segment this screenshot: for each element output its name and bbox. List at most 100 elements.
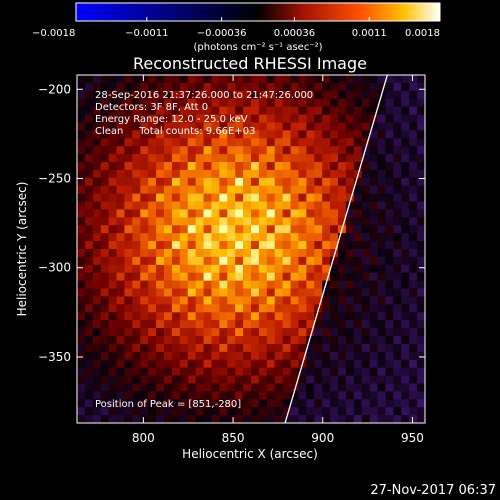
heatmap-cell xyxy=(409,106,418,115)
heatmap-cell xyxy=(92,312,102,321)
heatmap-cell xyxy=(77,201,86,210)
heatmap-cell xyxy=(274,249,283,258)
heatmap-cell xyxy=(148,312,157,321)
heatmap-cell xyxy=(361,169,370,179)
heatmap-cell xyxy=(179,185,189,194)
heatmap-cell xyxy=(132,415,141,423)
heatmap-cell xyxy=(369,146,378,155)
heatmap-cell xyxy=(314,106,323,115)
heatmap-cell xyxy=(219,201,228,210)
heatmap-cell xyxy=(369,304,378,313)
heatmap-cell xyxy=(330,249,339,258)
heatmap-cell xyxy=(306,249,315,258)
heatmap-cell xyxy=(338,82,347,92)
heatmap-cell xyxy=(116,98,125,107)
heatmap-cell xyxy=(148,407,157,416)
heatmap-cell xyxy=(306,177,315,187)
heatmap-cell xyxy=(187,415,196,423)
heatmap-cell xyxy=(203,288,212,297)
heatmap-cell xyxy=(140,343,149,353)
heatmap-cell xyxy=(274,225,283,234)
heatmap-cell xyxy=(195,82,204,92)
heatmap-cell xyxy=(132,217,141,226)
heatmap-cell xyxy=(385,146,394,155)
heatmap-cell xyxy=(330,233,339,242)
heatmap-cell xyxy=(187,312,196,321)
heatmap-cell xyxy=(322,241,331,250)
heatmap-cell xyxy=(100,312,109,321)
heatmap-cell xyxy=(417,272,425,281)
heatmap-cell xyxy=(187,296,196,305)
heatmap-cell xyxy=(401,193,410,202)
heatmap-cell xyxy=(156,367,165,376)
heatmap-cell xyxy=(274,415,283,423)
heatmap-cell xyxy=(148,177,157,187)
heatmap-cell xyxy=(148,169,157,179)
heatmap-cell xyxy=(195,272,204,281)
heatmap-cell xyxy=(322,320,331,329)
heatmap-cell xyxy=(409,114,418,123)
heatmap-cell xyxy=(251,185,260,194)
heatmap-cell xyxy=(219,162,228,171)
heatmap-cell xyxy=(140,130,149,139)
heatmap-cell xyxy=(338,122,347,131)
heatmap-cell xyxy=(361,225,370,234)
heatmap-cell xyxy=(77,138,86,147)
heatmap-cell xyxy=(369,209,378,218)
heatmap-cell xyxy=(377,304,386,313)
heatmap-cell xyxy=(227,336,236,345)
heatmap-cell xyxy=(100,169,109,179)
heatmap-cell xyxy=(298,98,307,107)
heatmap-cell xyxy=(108,177,117,187)
heatmap-cell xyxy=(377,106,386,115)
heatmap-cell xyxy=(393,343,402,353)
heatmap-cell xyxy=(330,391,339,400)
heatmap-cell xyxy=(251,296,260,305)
heatmap-cell xyxy=(211,162,220,171)
heatmap-cell xyxy=(92,272,102,281)
heatmap-cell xyxy=(290,415,299,423)
heatmap-cell xyxy=(124,391,133,400)
heatmap-cell xyxy=(100,399,109,408)
heatmap-cell xyxy=(227,391,236,400)
heatmap-cell xyxy=(132,106,141,115)
heatmap-cell xyxy=(243,233,252,242)
heatmap-cell xyxy=(369,122,378,131)
heatmap-cell xyxy=(203,383,212,392)
heatmap-cell xyxy=(195,233,204,242)
heatmap-cell xyxy=(235,359,244,368)
heatmap-cell xyxy=(322,185,331,194)
heatmap-cell xyxy=(274,272,283,281)
heatmap-cell xyxy=(353,288,363,297)
heatmap-cell xyxy=(369,320,378,329)
heatmap-cell xyxy=(235,162,244,171)
heatmap-cell xyxy=(227,106,236,115)
heatmap-cell xyxy=(92,391,102,400)
heatmap-cell xyxy=(251,209,260,218)
heatmap-cell xyxy=(219,351,228,361)
heatmap-cell xyxy=(116,146,125,155)
heatmap-cell xyxy=(369,217,378,226)
heatmap-cell xyxy=(409,138,418,147)
heatmap-cell xyxy=(148,391,157,400)
heatmap-cell xyxy=(124,407,133,416)
heatmap-cell xyxy=(401,82,410,92)
heatmap-cell xyxy=(219,185,228,194)
heatmap-cell xyxy=(187,98,196,107)
heatmap-cell xyxy=(132,193,141,202)
heatmap-cell xyxy=(116,201,125,210)
heatmap-cell xyxy=(77,312,86,321)
heatmap-cell xyxy=(179,328,189,337)
heatmap-cell xyxy=(377,233,386,242)
heatmap-cell xyxy=(148,249,157,258)
heatmap-cell xyxy=(219,114,228,123)
heatmap-cell xyxy=(235,367,244,376)
heatmap-cell xyxy=(227,343,236,353)
heatmap-cell xyxy=(187,209,196,218)
heatmap-cell xyxy=(282,336,291,345)
heatmap-cell xyxy=(156,272,165,281)
heatmap-cell xyxy=(77,383,86,392)
heatmap-cell xyxy=(100,249,109,258)
heatmap-cell xyxy=(417,138,425,147)
heatmap-cell xyxy=(203,256,212,266)
